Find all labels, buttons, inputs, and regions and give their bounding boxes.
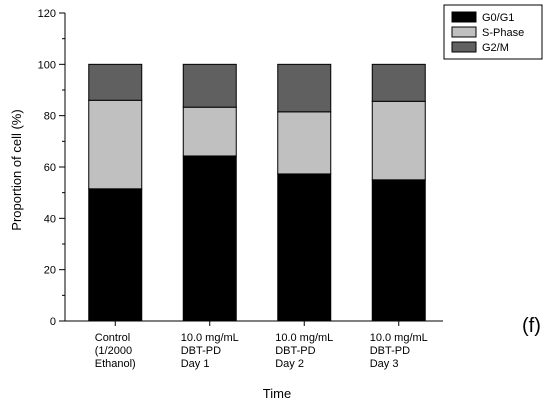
bar-segment-g0-g1 — [277, 173, 332, 322]
bar-segment-g2-m — [277, 63, 332, 113]
y-tick-label: 40 — [44, 213, 56, 225]
legend-swatch — [451, 11, 477, 23]
y-tick-label: 20 — [44, 265, 56, 277]
x-category-label: 10.0 mg/mL DBT-PD Day 1 — [181, 332, 239, 370]
panel-label: (f) — [522, 315, 541, 337]
y-tick-label: 60 — [44, 162, 56, 174]
bar-segment-s-phase — [277, 111, 332, 175]
legend-swatch — [451, 41, 477, 53]
bar-segment-g0-g1 — [182, 155, 237, 322]
bar-segment-g2-m — [88, 63, 143, 101]
bar-segment-s-phase — [182, 106, 237, 157]
y-tick-label: 80 — [44, 111, 56, 123]
bar-segment-s-phase — [371, 100, 426, 181]
x-category-label: 10.0 mg/mL DBT-PD Day 2 — [275, 332, 333, 370]
bar-segment-g2-m — [371, 63, 426, 102]
y-tick-label: 100 — [38, 59, 56, 71]
x-category-label: Control (1/2000 Ethanol) — [95, 332, 136, 370]
legend: G0/G1 S-Phase G2/M — [443, 4, 543, 60]
legend-label: S-Phase — [482, 27, 524, 39]
bars-layer — [88, 63, 426, 322]
bar-segment-g0-g1 — [88, 188, 143, 322]
y-axis-title: Proportion of cell (%) — [9, 109, 24, 230]
x-category-label: 10.0 mg/mL DBT-PD Day 3 — [370, 332, 428, 370]
y-tick-label: 0 — [50, 316, 56, 328]
x-axis-title: Time — [263, 386, 291, 401]
legend-label: G0/G1 — [482, 12, 514, 24]
bar-segment-s-phase — [88, 99, 143, 190]
y-tick-label: 120 — [38, 8, 56, 20]
bar-segment-g2-m — [182, 63, 237, 108]
y-ticks-layer: 0 20 40 60 80 100 120 — [38, 8, 65, 328]
bar-segment-g0-g1 — [371, 179, 426, 322]
legend-label: G2/M — [482, 42, 509, 54]
legend-swatch — [451, 26, 477, 38]
x-category-labels: Control (1/2000 Ethanol) 10.0 mg/mL DBT-PD Da… — [95, 321, 428, 370]
